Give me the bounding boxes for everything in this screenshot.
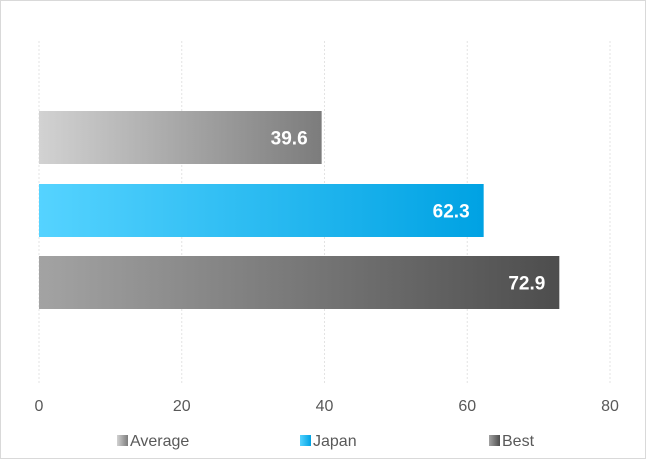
x-tick-label: 80: [601, 398, 619, 415]
bars: [39, 111, 560, 309]
legend-item-japan: Japan: [300, 433, 357, 450]
x-tick-label: 40: [316, 398, 334, 415]
x-tick-label: 0: [35, 398, 44, 415]
legend-swatch: [489, 435, 500, 446]
legend-label: Best: [502, 433, 535, 450]
x-tick-label: 20: [173, 398, 191, 415]
legend-item-average: Average: [117, 433, 189, 450]
x-tick-label: 60: [458, 398, 476, 415]
data-label-average: 39.6: [271, 129, 308, 150]
gridlines: [38, 41, 611, 383]
data-labels: 39.6 62.3 72.9: [271, 129, 546, 295]
bar-best: [39, 256, 560, 309]
data-label-japan: 62.3: [433, 202, 470, 223]
data-label-best: 72.9: [508, 274, 545, 295]
legend-label: Japan: [313, 433, 357, 450]
x-axis-tick-labels: 0 20 40 60 80: [35, 398, 619, 415]
legend-swatch: [300, 435, 311, 446]
legend-item-best: Best: [489, 433, 535, 450]
legend-label: Average: [130, 433, 189, 450]
bar-average: [39, 111, 322, 164]
legend-swatch: [117, 435, 128, 446]
legend: Average Japan Best: [117, 433, 535, 450]
bar-japan: [39, 184, 484, 237]
